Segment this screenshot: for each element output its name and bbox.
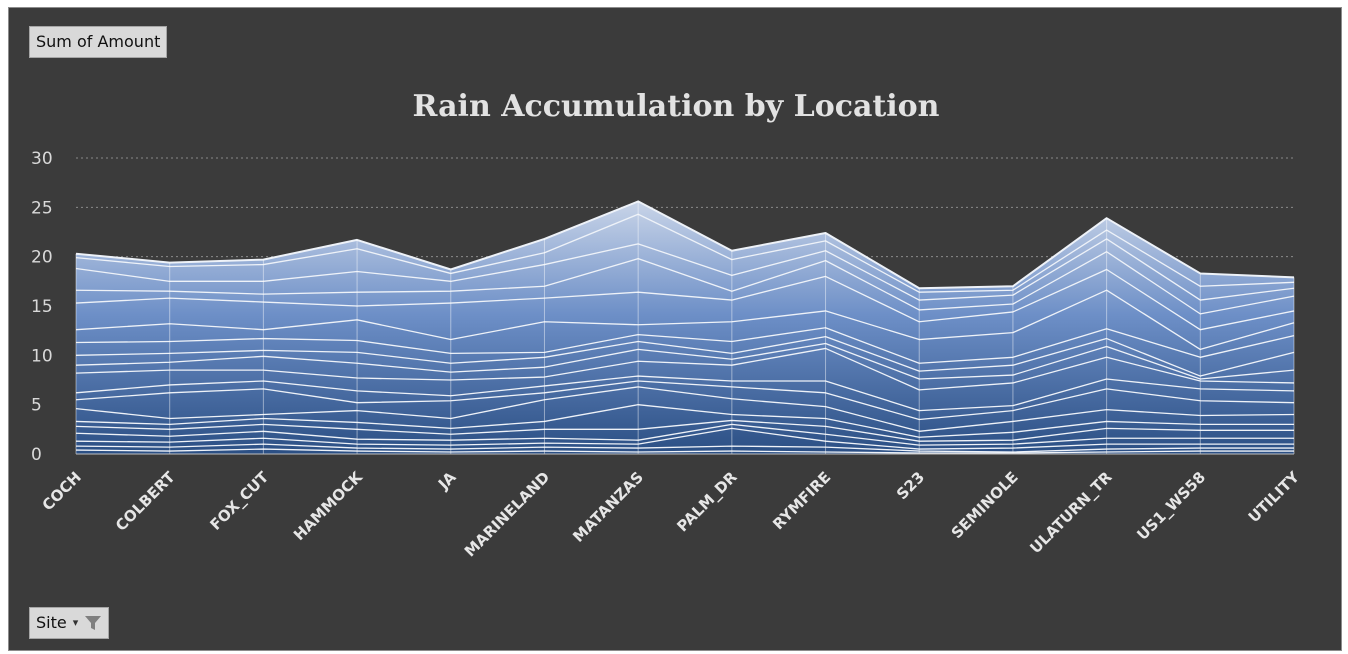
rain-area-chart: Rain Accumulation by Location 0 5 10 15 20 25… <box>31 89 1304 560</box>
y-tick-label: 20 <box>31 248 53 268</box>
series-line <box>75 251 1295 315</box>
x-tick-label: FOX_CUT <box>206 468 272 534</box>
y-tick-label: 0 <box>31 445 42 465</box>
chart-area: Rain Accumulation by Location 0 5 10 15 20 25… <box>8 7 1342 651</box>
series-line <box>75 347 1295 391</box>
stacked-areas <box>75 200 1295 455</box>
chart-title: Rain Accumulation by Location <box>413 89 940 124</box>
x-axis: COCH COLBERT FOX_CUT HAMMOCK JA MARINELAND MAT… <box>39 467 1304 560</box>
x-tick-label: JA <box>434 468 460 494</box>
y-tick-label: 25 <box>31 198 53 218</box>
x-tick-label: MATANZAS <box>569 468 647 546</box>
y-tick-label: 5 <box>31 396 42 416</box>
dropdown-arrow-icon: ▾ <box>72 616 79 629</box>
x-tick-label: S23 <box>893 468 928 503</box>
x-tick-label: HAMMOCK <box>290 467 367 544</box>
series-line <box>75 443 1294 453</box>
series-line <box>75 342 1295 380</box>
stacked-area-fill <box>76 201 1294 454</box>
series-line <box>75 386 1295 432</box>
x-tick-label: COLBERT <box>112 468 179 535</box>
series-line <box>75 200 1295 290</box>
y-tick-label: 10 <box>31 346 53 366</box>
x-tick-label: PALM_DR <box>673 468 741 536</box>
series-line <box>75 419 1294 442</box>
x-tick-label: UTILITY <box>1245 467 1304 526</box>
x-tick-label: COCH <box>39 468 85 514</box>
y-axis: 0 5 10 15 20 25 30 <box>31 149 53 465</box>
series-line <box>75 448 1294 454</box>
site-field-filter-button[interactable]: Site ▾ <box>29 607 110 639</box>
series-line <box>75 404 1294 438</box>
series-line <box>75 327 1295 364</box>
series-line <box>75 289 1295 351</box>
series-line <box>75 335 1295 377</box>
x-tick-label: ULATURN_TR <box>1026 468 1115 557</box>
series-line <box>75 423 1294 446</box>
funnel-filter-icon <box>85 616 102 630</box>
series-line <box>75 375 1295 412</box>
sum-of-amount-field-button[interactable]: Sum of Amount <box>29 26 168 58</box>
y-tick-label: 30 <box>31 149 53 169</box>
series-line <box>75 238 1295 301</box>
x-tick-label: MARINELAND <box>461 468 553 560</box>
series-line <box>75 268 1295 331</box>
y-tick-label: 15 <box>31 297 53 317</box>
value-field-label: Sum of Amount <box>36 32 161 51</box>
axis-field-label: Site <box>36 613 67 632</box>
series-line <box>75 380 1295 421</box>
x-tick-label: US1_WS58 <box>1133 468 1209 544</box>
x-tick-label: RYMFIRE <box>769 468 834 533</box>
series-line <box>75 427 1294 450</box>
x-tick-label: SEMINOLE <box>948 468 1022 542</box>
series-line <box>75 213 1295 293</box>
